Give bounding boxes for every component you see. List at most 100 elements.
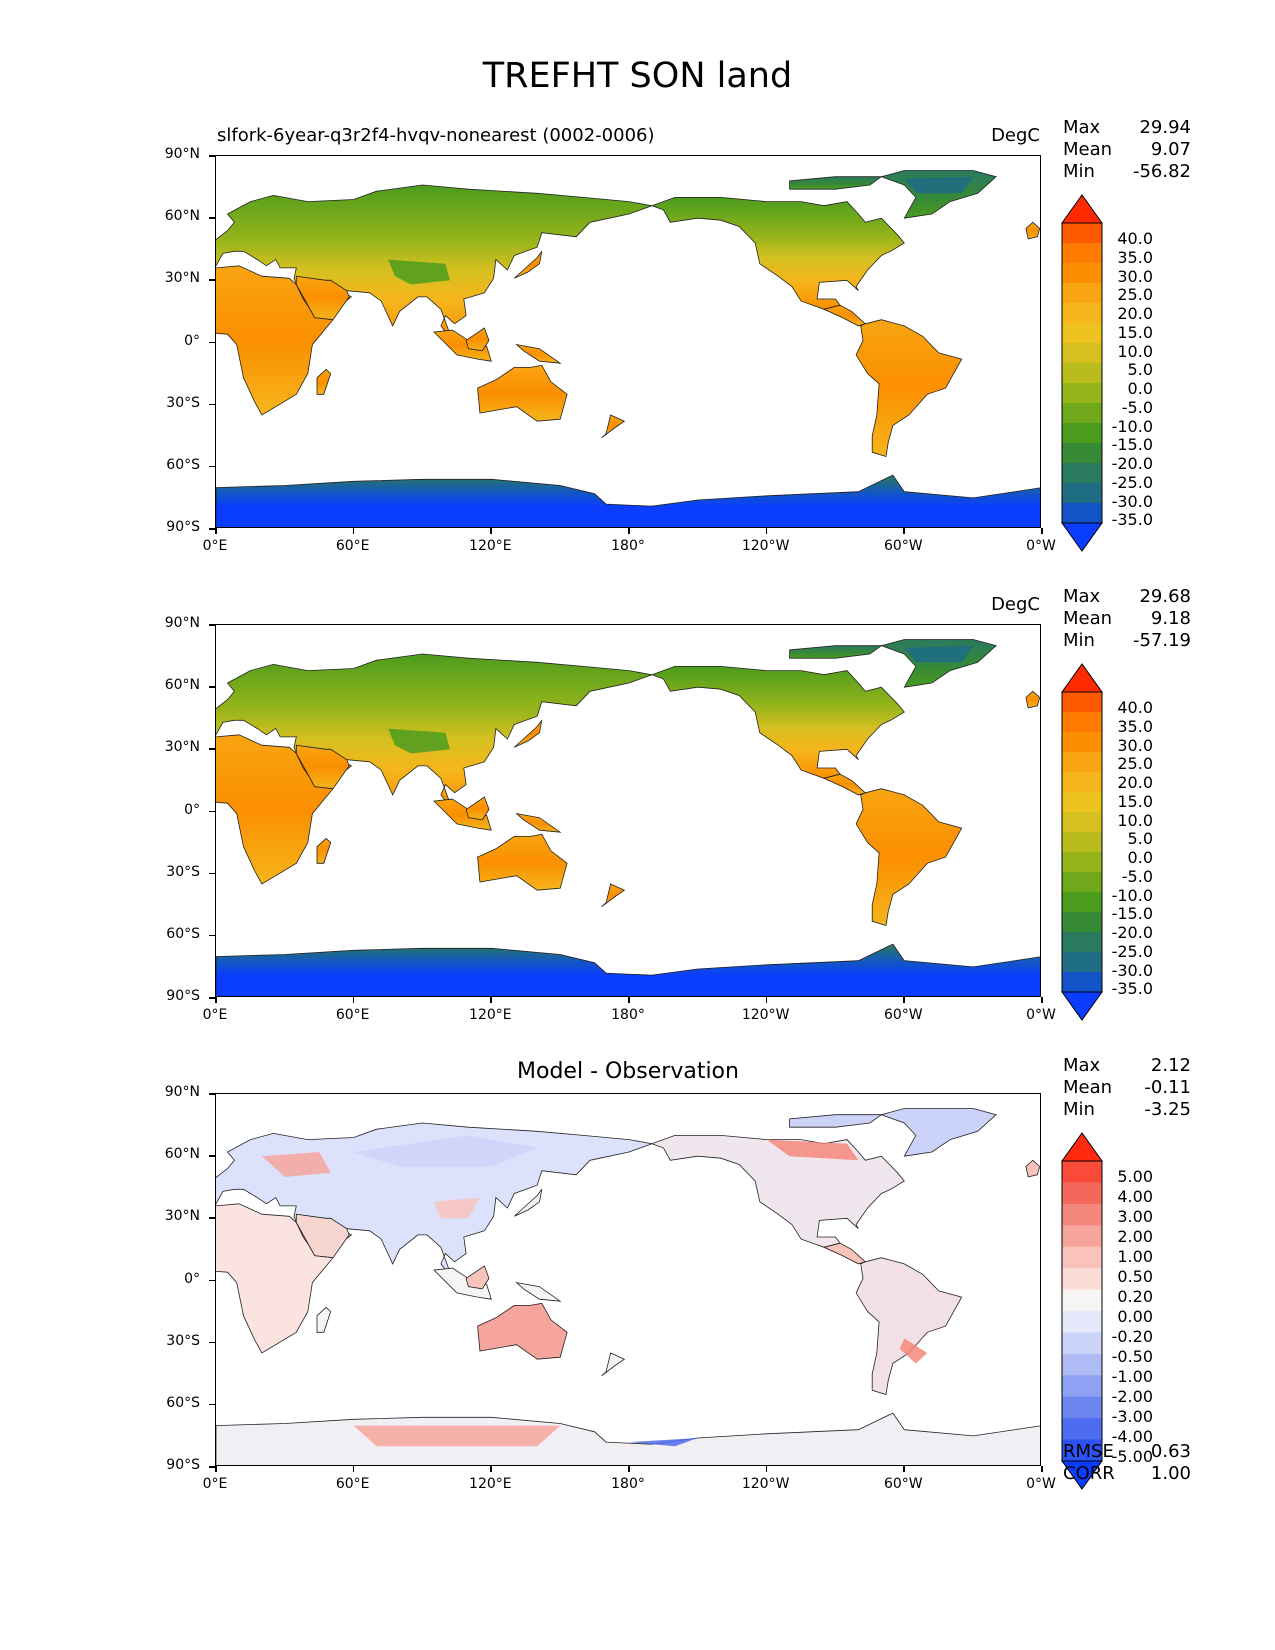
colorbar-segment <box>1062 732 1102 753</box>
colorbar-container <box>1060 662 1104 1026</box>
colorbar-segment <box>1062 792 1102 813</box>
colorbar-segment <box>1062 712 1102 733</box>
lon-tick-mark <box>1041 997 1043 1003</box>
colorbar-tick-label: 5.0 <box>1127 829 1153 849</box>
landmass-south_america <box>855 319 963 458</box>
stats-box: Max 2.12 Mean -0.11 Min -3.25 <box>1063 1055 1191 1121</box>
lon-tick-label: 120°E <box>469 1476 512 1492</box>
colorbar-tick-label: -10.0 <box>1111 416 1153 436</box>
colorbar-segment <box>1062 772 1102 793</box>
colorbar-tick-label: -25.0 <box>1111 941 1153 961</box>
lon-tick-label: 180° <box>611 1007 645 1023</box>
landmass-central_america <box>822 773 867 796</box>
lat-tick-mark <box>209 872 215 875</box>
colorbar-segment <box>1062 832 1102 853</box>
colorbar-segment <box>1062 383 1102 404</box>
landmass-south_america <box>855 1257 963 1396</box>
lon-tick-mark <box>490 1466 492 1472</box>
lon-tick-mark <box>215 997 217 1003</box>
landmass-borneo <box>465 1265 490 1290</box>
landmass-canada_isl <box>789 176 883 190</box>
colorbar-tick-label: -3.00 <box>1111 1407 1153 1426</box>
colorbar-tick-label: 10.0 <box>1117 341 1153 361</box>
lat-tick-label: 60°S <box>166 456 200 473</box>
anomaly-patch <box>261 1152 331 1177</box>
lon-tick-mark <box>628 528 630 534</box>
lon-tick-label: 60°E <box>335 1007 370 1023</box>
lon-tick-label: 60°E <box>335 1476 370 1492</box>
lat-tick-mark <box>209 686 215 688</box>
colorbar-segment <box>1062 363 1102 384</box>
lat-tick-mark <box>209 624 215 626</box>
colorbar-tick-label: -0.20 <box>1111 1327 1153 1346</box>
anomaly-patch <box>434 1197 480 1219</box>
lat-tick-label: 90°S <box>166 1457 200 1473</box>
lon-tick-mark <box>628 1466 630 1472</box>
lat-tick-mark <box>209 934 215 937</box>
colorbar-tick-label: -10.0 <box>1111 885 1153 905</box>
colorbar-tick-label: 35.0 <box>1117 247 1153 267</box>
colorbar-frame <box>1061 1160 1103 1462</box>
colorbar-tick-label: 0.00 <box>1117 1307 1153 1326</box>
lat-tick-mark <box>209 1403 215 1406</box>
lon-tick-mark <box>1041 1466 1043 1472</box>
colorbar-segment <box>1062 223 1102 244</box>
landmass-madagascar <box>316 1306 332 1333</box>
lon-tick-label: 180° <box>611 538 645 554</box>
lat-tick-mark <box>209 155 215 157</box>
lat-tick-mark <box>209 1279 215 1281</box>
stat-row-max: Max 29.68 <box>1063 586 1191 608</box>
lat-tick-label: 60°N <box>164 677 200 694</box>
colorbar-tick-label: 4.00 <box>1117 1187 1153 1206</box>
world-map <box>216 170 1040 527</box>
stat-label-max: Max <box>1063 1055 1101 1076</box>
colorbar-tick-label: -20.0 <box>1111 923 1153 942</box>
stat-label-min: Min <box>1063 630 1095 651</box>
lon-tick-label: 0°E <box>202 1476 228 1492</box>
lon-tick-mark <box>215 1466 217 1472</box>
colorbar-tick-label: 25.0 <box>1117 754 1153 774</box>
stat-value-mean: 9.18 <box>1150 608 1191 629</box>
colorbar-segment <box>1062 1268 1102 1291</box>
landmass-japan <box>514 720 543 748</box>
lat-tick-label: 30°S <box>166 863 200 880</box>
stat-value-rmse: 0.63 <box>1150 1441 1191 1462</box>
colorbar-tick-label: 20.0 <box>1117 773 1153 792</box>
colorbar-tick-label: -1.00 <box>1111 1367 1153 1386</box>
lon-tick-mark <box>215 528 217 534</box>
colorbar-tick-label: -4.00 <box>1111 1427 1153 1446</box>
lat-tick-mark <box>209 341 215 343</box>
colorbar-tick-label: 0.0 <box>1127 848 1153 867</box>
triangle-down-icon <box>1061 522 1103 552</box>
lon-tick-label: 120°E <box>469 538 512 554</box>
colorbar-container <box>1060 193 1104 557</box>
landmass-africa <box>216 734 334 885</box>
colorbar-segment <box>1062 1375 1102 1398</box>
stat-value-corr: 1.00 <box>1150 1463 1191 1484</box>
lat-tick-mark <box>209 403 215 406</box>
landmass-arabia <box>295 275 350 321</box>
map-plot-area <box>215 155 1041 528</box>
stat-row-mean: Mean 9.07 <box>1063 139 1191 161</box>
colorbar-segment <box>1062 932 1102 953</box>
stat-row-max: Max 29.94 <box>1063 117 1191 139</box>
stat-row-corr: CORR 1.00 <box>1063 1463 1191 1485</box>
landmass-south_america <box>855 788 963 927</box>
stat-label-mean: Mean <box>1063 608 1113 629</box>
stat-label-rmse: RMSE <box>1063 1441 1114 1462</box>
landmass-nz <box>601 414 626 439</box>
colorbar <box>1061 1132 1103 1490</box>
colorbar-segment <box>1062 1353 1102 1376</box>
lat-tick-label: 30°N <box>164 270 200 287</box>
lon-tick-mark <box>352 528 355 534</box>
landmass-uk <box>1025 1159 1040 1178</box>
landmass-north_america <box>650 1135 905 1248</box>
greenland-ice-patch <box>904 176 974 194</box>
colorbar-segment <box>1062 692 1102 713</box>
stat-value-min: -3.25 <box>1144 1099 1191 1120</box>
lat-tick-label: 90°N <box>164 1084 200 1100</box>
panel-left-title: slfork-6year-q3r2f4-hvqv-nonearest (0002… <box>217 125 655 146</box>
landmass-australia <box>477 833 568 891</box>
colorbar-segment <box>1062 812 1102 833</box>
lon-tick-mark <box>490 997 492 1003</box>
